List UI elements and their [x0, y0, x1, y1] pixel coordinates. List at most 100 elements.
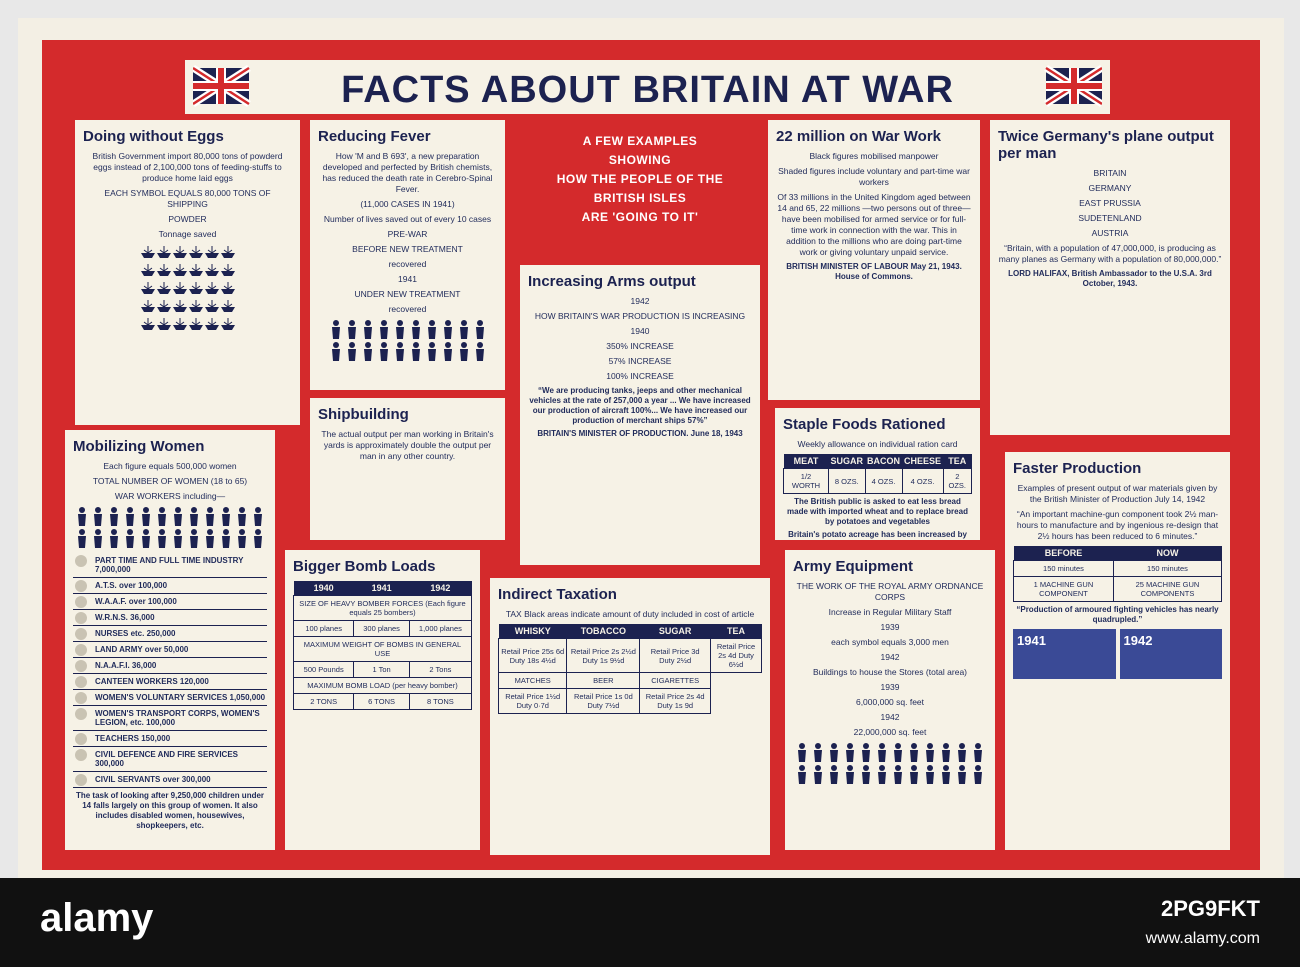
table-cell: 6 TONS	[353, 693, 410, 710]
table-row: 2 TONS 6 TONS 8 TONS	[292, 693, 473, 710]
pictogram	[331, 320, 484, 361]
panel-text: EAST PRUSSIA	[1079, 198, 1141, 208]
panel-text: Examples of present output of war materi…	[1017, 483, 1218, 504]
panel: Bigger Bomb Loads 1940 1941 1942 SIZE OF HEA…	[285, 550, 480, 850]
table-header: NOW	[1113, 546, 1222, 561]
panel-text: recovered	[388, 304, 427, 314]
table-header: SUGAR	[639, 624, 711, 639]
table-cell: CIGARETTES	[639, 672, 711, 689]
table-row: 100 planes 300 planes 1,000 planes	[292, 620, 473, 637]
flag	[1044, 65, 1102, 107]
panel-note: BRITISH MINISTER OF LABOUR May 21, 1943.…	[786, 262, 962, 281]
panel: Increasing Arms output 1942 HOW BRITAIN'S …	[520, 265, 760, 565]
panel-text: UNDER NEW TREATMENT	[354, 289, 461, 299]
worker-item: WOMEN'S VOLUNTARY SERVICES 1,050,000	[73, 690, 267, 706]
table-cell: SIZE OF HEAVY BOMBER FORCES (Each figure…	[293, 595, 472, 621]
table-cell: 2 OZS.	[942, 468, 973, 494]
table-cell: 1,000 planes	[408, 620, 473, 637]
table-cell: 8 OZS.	[828, 468, 866, 494]
worker-item: CANTEEN WORKERS 120,000	[73, 674, 267, 690]
table-row: MATCHES BEER CIGARETTES	[497, 672, 762, 689]
table-cell: 25 MACHINE GUN COMPONENTS	[1112, 576, 1223, 602]
table-cell: 4 OZS.	[901, 468, 944, 494]
table-header: 1942	[409, 581, 472, 596]
table-header: TEA	[710, 624, 762, 639]
panel-note: Britain's potato acreage has been increa…	[788, 530, 967, 539]
panel-title: Staple Foods Rationed	[783, 416, 946, 433]
panel-text: 350% INCREASE	[606, 341, 674, 351]
panel-text: 1942	[880, 652, 900, 662]
table-header: 1941	[353, 581, 410, 596]
table-cell: 2 TONS	[292, 693, 355, 710]
info-table: 1940 1941 1942 SIZE OF HEAVY BOMBER FORCES …	[292, 581, 473, 710]
panel-title: Increasing Arms output	[528, 273, 696, 290]
table-cell: MATCHES	[497, 672, 568, 689]
panel-text: TOTAL NUMBER OF WOMEN (18 to 65)	[92, 476, 248, 486]
panel: Reducing Fever How 'M and B 693', a new p…	[310, 120, 505, 390]
panel-title: Army Equipment	[793, 558, 914, 575]
table-cell: 1 MACHINE GUN COMPONENT	[1013, 576, 1114, 602]
panel-text: THE WORK OF THE ROYAL ARMY ORDNANCE CORP…	[796, 581, 984, 602]
panel-text: Weekly allowance on individual ration ca…	[797, 439, 958, 449]
worker-item: N.A.A.F.I. 36,000	[73, 658, 267, 674]
info-table: BEFORE NOW 150 minutes 150 minutes 1 MACHINE…	[1013, 546, 1223, 602]
table-header-row: WHISKY TOBACCO SUGAR TEA	[498, 624, 762, 639]
table-cell: Retail Price 25s 6d Duty 18s 4½d	[497, 638, 568, 673]
panel-note: The task of looking after 9,250,000 chil…	[75, 791, 265, 830]
worker-item: A.T.S. over 100,000	[73, 578, 267, 594]
panel-text: PRE-WAR	[387, 229, 428, 239]
info-table: MEAT SUGAR BACON CHEESE TEA 1/2 WORTH 8 OZS. 4 …	[782, 454, 973, 494]
panel-text: 1939	[880, 682, 900, 692]
table-row: SIZE OF HEAVY BOMBER FORCES (Each figure…	[293, 595, 472, 621]
pictogram	[140, 246, 235, 330]
intro-line: A FEW EXAMPLES	[582, 134, 698, 148]
panel-text: SUDETENLAND	[1078, 213, 1142, 223]
panel-title: 22 million on War Work	[776, 128, 942, 145]
table-header: MEAT	[783, 454, 829, 469]
year-row: 1941 1942	[1013, 629, 1222, 679]
table-cell: 8 TONS	[408, 693, 473, 710]
worker-item: NURSES etc. 250,000	[73, 626, 267, 642]
panel-text: AUSTRIA	[1091, 228, 1129, 238]
table-header: SUGAR	[828, 454, 866, 469]
table-row: MAXIMUM WEIGHT OF BOMBS IN GENERAL USE	[293, 636, 472, 662]
table-header-row: MEAT SUGAR BACON CHEESE TEA	[783, 454, 972, 469]
table-cell: 150 minutes	[1112, 560, 1223, 577]
table-header: BEFORE	[1013, 546, 1114, 561]
panel-text: Of 33 millions in the United Kingdom age…	[777, 192, 971, 257]
panel-title: Bigger Bomb Loads	[293, 558, 436, 575]
pictogram	[798, 743, 982, 784]
panel-note: “We are producing tanks, jeeps and other…	[529, 386, 751, 425]
panel: Faster Production Examples of present out…	[1005, 452, 1230, 850]
panel-text: HOW BRITAIN'S WAR PRODUCTION IS INCREASI…	[534, 311, 746, 321]
panel-text: 100% INCREASE	[606, 371, 674, 381]
flag	[193, 65, 251, 107]
table-cell: 1 Ton	[353, 661, 410, 678]
panel-text: Buildings to house the Stores (total are…	[812, 667, 968, 677]
worker-item: TEACHERS 150,000	[73, 731, 267, 747]
panel-text: 1940	[630, 326, 650, 336]
table-row: MAXIMUM BOMB LOAD (per heavy bomber)	[293, 677, 472, 694]
panel-text: Increase in Regular Military Staff	[828, 607, 952, 617]
panel-text: 1939	[880, 622, 900, 632]
panel-text: 57% INCREASE	[608, 356, 672, 366]
table-cell: Retail Price 3d Duty 2½d	[639, 638, 711, 673]
worker-item: LAND ARMY over 50,000	[73, 642, 267, 658]
panel-text: How 'M and B 693', a new preparation dev…	[322, 151, 493, 194]
panel-title: Indirect Taxation	[498, 586, 617, 603]
panel: 22 million on War Work Black figures mobi…	[768, 120, 980, 400]
table-cell: Retail Price 1½d Duty 0·7d	[497, 688, 568, 714]
panel-text: Number of lives saved out of every 10 ca…	[323, 214, 492, 224]
table-cell: 1/2 WORTH	[782, 468, 830, 494]
year-box: 1941	[1013, 629, 1116, 679]
panel-text: “Britain, with a population of 47,000,00…	[998, 243, 1222, 264]
worker-item: W.A.A.F. over 100,000	[73, 594, 267, 610]
panel: Indirect Taxation TAX Black areas indicat…	[490, 578, 770, 855]
panel-text: POWDER	[168, 214, 207, 224]
table-header-row: 1940 1941 1942	[293, 581, 472, 596]
panel-note: The British public is asked to eat less …	[787, 497, 968, 526]
worker-item: W.R.N.S. 36,000	[73, 610, 267, 626]
panel-text: 6,000,000 sq. feet	[855, 697, 925, 707]
panel-note: BRITAIN'S MINISTER OF PRODUCTION. June 1…	[537, 429, 743, 438]
